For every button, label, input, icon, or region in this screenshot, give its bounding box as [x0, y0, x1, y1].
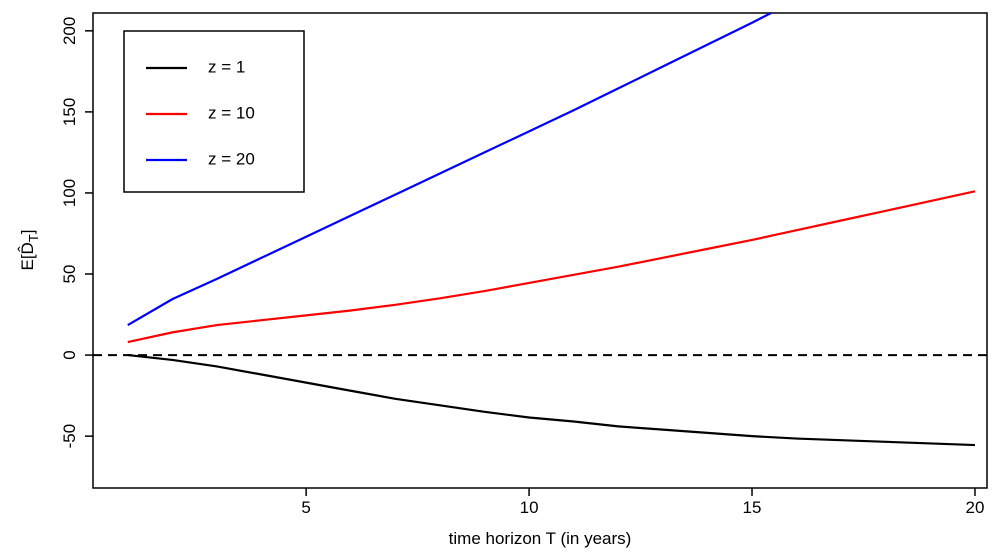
y-tick-label: 50: [60, 265, 79, 284]
x-tick-label: 15: [743, 498, 762, 517]
y-axis-label: E[D̂T]: [17, 229, 41, 270]
y-tick-label: -50: [60, 424, 79, 449]
legend-label: z = 20: [208, 149, 255, 168]
plot-frame: [92, 12, 988, 489]
legend-box: [123, 30, 305, 193]
legend-label: z = 10: [208, 103, 255, 122]
y-tick-label: 200: [60, 17, 79, 45]
legend-label: z = 1: [208, 57, 245, 76]
series-line: [127, 190, 976, 344]
y-label-sub: T: [26, 234, 41, 242]
x-axis-label: time horizon T (in years): [449, 529, 632, 548]
series-line: [127, 13, 774, 327]
y-tick-label: 0: [60, 350, 79, 359]
y-tick-label: 150: [60, 98, 79, 126]
series-line: [127, 353, 976, 447]
x-tick-label: 20: [966, 498, 985, 517]
y-label-main: E[D̂: [17, 242, 37, 270]
plot-area: [93, 13, 987, 447]
y-label-end: ]: [18, 229, 37, 234]
x-tick-label: 5: [301, 498, 310, 517]
y-tick-label: 100: [60, 179, 79, 207]
x-tick-label: 10: [520, 498, 539, 517]
